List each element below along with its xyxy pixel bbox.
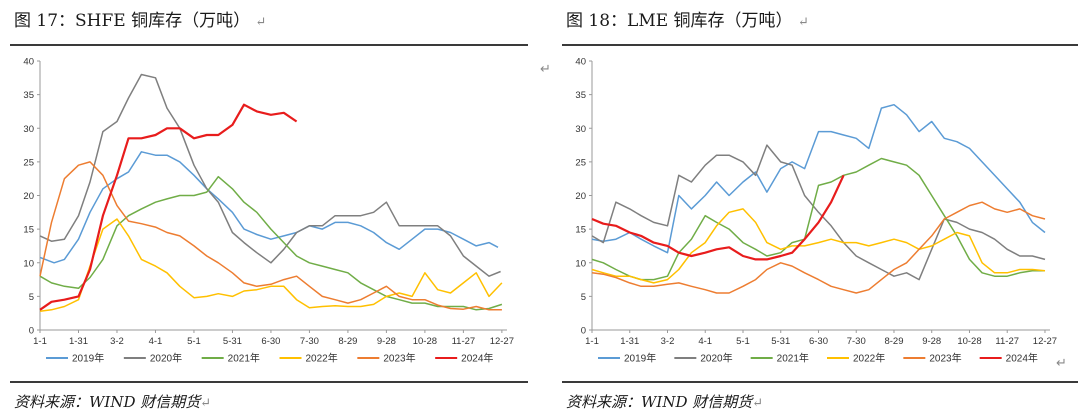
y-tick-label: 35 [575, 90, 586, 101]
x-tick-label: 4-1 [149, 336, 163, 347]
return-mark-icon: ↵ [255, 15, 267, 30]
source-note: 资料来源：WIND 财信期货↵ [566, 391, 763, 412]
chart-title-text: 图 18：LME 铜库存（万吨） [566, 11, 793, 31]
legend-label: 2023年 [929, 352, 961, 365]
y-tick-label: 30 [23, 124, 34, 135]
x-tick-label: 12-27 [1033, 336, 1057, 347]
return-mark-icon: ↵ [540, 62, 551, 77]
series-line-0 [39, 151, 499, 264]
x-tick-label: 4-1 [698, 336, 712, 347]
return-mark-icon: ↵ [752, 396, 764, 411]
x-tick-label: 5-31 [771, 336, 790, 347]
legend-label: 2021年 [777, 352, 809, 365]
series-line-1 [591, 144, 1046, 281]
chart-panel-shfe: 图 17：SHFE 铜库存（万吨） ↵ 0 5 10 15 20 25 30 35 40 1-1 1… [10, 6, 528, 412]
y-tick-label: 25 [23, 157, 34, 168]
legend-label: 2019年 [624, 352, 656, 365]
y-tick-label: 0 [581, 326, 586, 337]
legend-label: 2020年 [150, 352, 182, 365]
legend-label: 2024年 [461, 352, 493, 365]
x-tick-label: 1-1 [33, 336, 47, 347]
y-tick-label: 10 [575, 258, 586, 269]
x-tick-label: 1-31 [620, 336, 639, 347]
x-tick-label: 8-29 [338, 336, 357, 347]
y-tick-label: 5 [581, 292, 586, 303]
x-tick-label: 10-28 [957, 336, 981, 347]
x-tick-label: 5-1 [187, 336, 201, 347]
x-tick-label: 3-2 [661, 336, 675, 347]
series-line-3 [39, 218, 503, 312]
x-tick-label: 3-2 [110, 336, 124, 347]
top-rule [10, 44, 528, 46]
x-tick-label: 6-30 [809, 336, 828, 347]
series-line-4 [591, 201, 1046, 294]
y-tick-label: 0 [29, 326, 34, 337]
return-mark-icon: ↵ [797, 15, 809, 30]
chart-title: 图 17：SHFE 铜库存（万吨） ↵ [14, 6, 266, 31]
series-line-1 [39, 73, 501, 277]
x-tick-label: 10-28 [413, 336, 437, 347]
x-tick-label: 5-31 [223, 336, 242, 347]
y-tick-label: 5 [29, 292, 34, 303]
return-mark-icon: ↵ [200, 396, 212, 411]
chart-title-text: 图 17：SHFE 铜库存（万吨） [14, 11, 251, 31]
series-line-2 [591, 157, 1045, 281]
x-tick-label: 6-30 [261, 336, 280, 347]
legend-label: 2022年 [306, 352, 338, 365]
y-tick-label: 20 [575, 191, 586, 202]
x-tick-label: 8-29 [884, 336, 903, 347]
x-tick-label: 12-27 [490, 336, 514, 347]
chart-panel-lme: 图 18：LME 铜库存（万吨） ↵ ↵ 0 5 10 15 20 25 30 35 40 1-1… [540, 0, 1080, 414]
line-chart-shfe: 0 5 10 15 20 25 30 35 40 1-1 1-31 3-2 4-1 5-1 5-31 6-30… [23, 57, 514, 365]
top-rule [562, 44, 1078, 46]
x-tick-label: 7-30 [847, 336, 866, 347]
x-tick-label: 7-30 [300, 336, 319, 347]
source-text: 资料来源：WIND 财信期货 [566, 393, 753, 411]
series-line-3 [591, 208, 1046, 284]
series-line-5 [591, 174, 845, 261]
y-tick-label: 40 [575, 57, 586, 68]
x-tick-label: 5-1 [736, 336, 750, 347]
x-tick-label: 9-28 [377, 336, 396, 347]
source-note: 资料来源：WIND 财信期货↵ [14, 391, 211, 412]
bottom-rule [10, 381, 528, 383]
return-mark-icon: ↵ [1056, 356, 1067, 371]
source-text: 资料来源：WIND 财信期货 [14, 393, 201, 411]
x-tick-label: 11-27 [452, 336, 476, 347]
line-chart-lme: 0 5 10 15 20 25 30 35 40 1-1 1-31 3-2 4-1 5-1 5-31 6-30… [575, 57, 1057, 365]
y-tick-label: 40 [23, 57, 34, 68]
series-line-2 [39, 175, 503, 311]
legend-label: 2019年 [72, 352, 104, 365]
legend-label: 2024年 [1006, 352, 1038, 365]
x-tick-label: 11-27 [995, 336, 1019, 347]
x-tick-label: 1-1 [585, 336, 599, 347]
y-tick-label: 10 [23, 258, 34, 269]
legend-label: 2020年 [700, 352, 732, 365]
series-line-5 [39, 103, 298, 311]
y-tick-label: 15 [23, 225, 34, 236]
y-tick-label: 15 [575, 225, 586, 236]
legend-label: 2021年 [228, 352, 260, 365]
x-tick-label: 1-31 [69, 336, 88, 347]
y-tick-label: 20 [23, 191, 34, 202]
series-line-4 [39, 161, 502, 311]
y-tick-label: 35 [23, 90, 34, 101]
chart-title: 图 18：LME 铜库存（万吨） ↵ [566, 6, 809, 31]
x-tick-label: 9-28 [922, 336, 941, 347]
bottom-rule [562, 381, 1078, 383]
y-tick-label: 25 [575, 157, 586, 168]
series-line-0 [591, 103, 1046, 254]
legend-label: 2023年 [383, 352, 415, 365]
y-tick-label: 30 [575, 124, 586, 135]
legend-label: 2022年 [853, 352, 885, 365]
